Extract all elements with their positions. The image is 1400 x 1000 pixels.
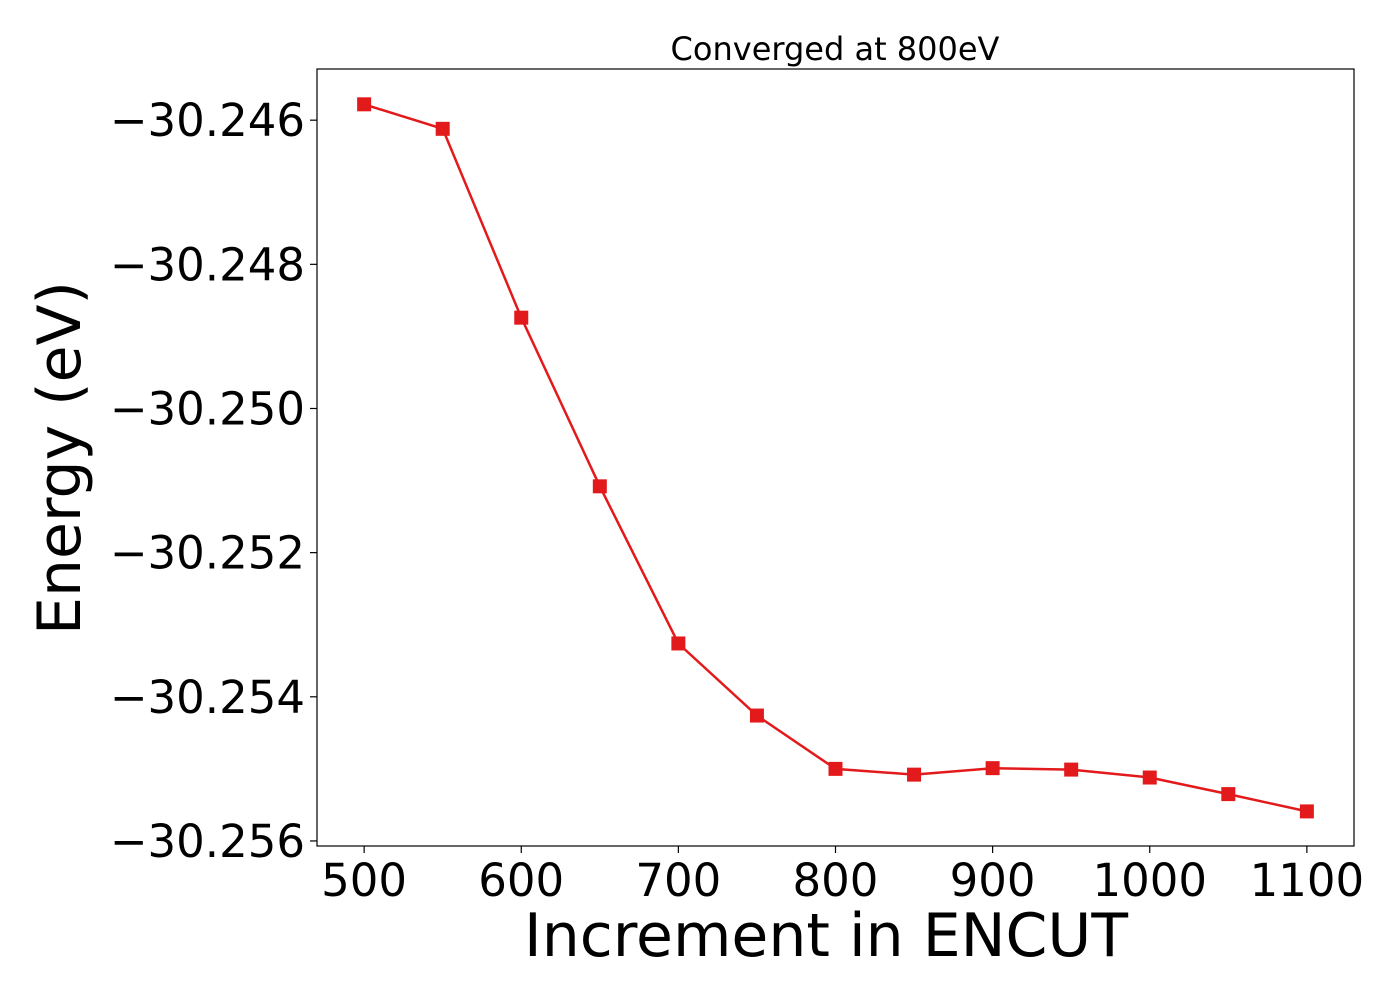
x-tick-label: 500	[321, 854, 407, 907]
y-tick-label: −30.250	[110, 382, 305, 435]
y-tick-label: −30.252	[110, 527, 305, 580]
data-point	[592, 479, 607, 494]
x-tick-label: 1100	[1250, 854, 1365, 907]
data-point	[1064, 762, 1079, 777]
data-point	[828, 761, 843, 776]
data-point	[907, 767, 922, 782]
y-axis-label: Energy (eV)	[25, 281, 95, 635]
x-tick-label: 600	[478, 854, 564, 907]
x-tick-label: 900	[950, 854, 1036, 907]
data-point	[1299, 804, 1314, 819]
data-point	[1142, 770, 1157, 785]
series-line	[363, 103, 1308, 813]
x-tick-label: 800	[793, 854, 879, 907]
y-axis: −30.246 −30.248 −30.250 −30.252 −30.254 −30.2…	[110, 94, 317, 868]
data-point	[357, 97, 372, 112]
chart-title: Converged at 800eV	[671, 30, 1000, 68]
y-tick-label: −30.246	[110, 94, 305, 147]
plot-area	[357, 97, 1314, 819]
data-point	[671, 636, 686, 651]
x-tick-label: 700	[635, 854, 721, 907]
y-tick-label: −30.254	[110, 671, 305, 724]
y-tick-label: −30.248	[110, 238, 305, 291]
data-point	[985, 761, 1000, 776]
x-tick-label: 1000	[1092, 854, 1207, 907]
x-axis: 500 600 700 800 900 1000 1100	[321, 846, 1364, 907]
data-point	[1221, 787, 1236, 802]
data-point	[749, 708, 764, 723]
data-point	[435, 121, 450, 136]
data-point	[514, 310, 529, 325]
x-axis-label: Increment in ENCUT	[524, 901, 1128, 971]
y-tick-label: −30.256	[110, 815, 305, 868]
plot-frame	[316, 68, 1355, 847]
